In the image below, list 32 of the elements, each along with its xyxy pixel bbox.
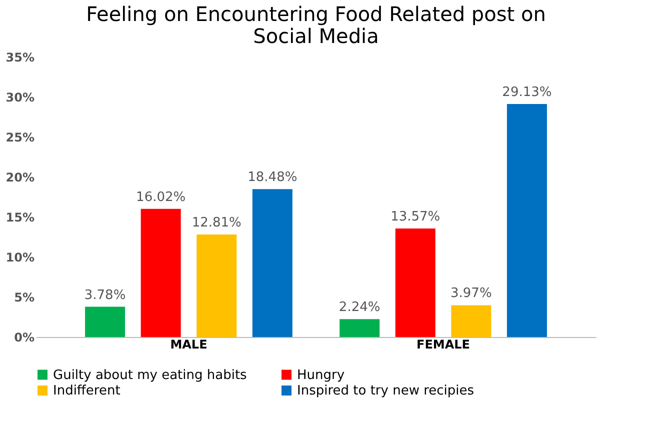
text: Feeling on Encountering Food Related post on (86, 2, 546, 26)
bar (340, 319, 380, 337)
bar (395, 228, 436, 337)
data-label: 3.97% (450, 286, 492, 302)
bar (506, 104, 547, 337)
y-tick-label: 30% (6, 90, 34, 104)
y-tick-label: 35% (6, 50, 34, 64)
y-tick-label: 5% (14, 290, 34, 304)
data-label: 18.48% (248, 170, 298, 186)
data-label: 13.57% (390, 209, 440, 224)
legend-label: Inspired to try new recipies (297, 384, 474, 398)
bar (196, 234, 237, 337)
data-label: 3.78% (84, 288, 126, 303)
data-label: 29.13% (502, 84, 552, 100)
legend-label: Guilty about my eating habits (53, 368, 248, 383)
legend-label: Hungry (297, 368, 345, 383)
x-tick-label: FEMALE (416, 338, 470, 352)
y-tick-label: 20% (6, 170, 34, 184)
text: Social Media (253, 24, 379, 48)
bar (451, 305, 492, 337)
bar (252, 189, 292, 337)
y-tick-label: 10% (6, 250, 34, 264)
bar (85, 306, 126, 337)
data-label: 12.81% (192, 216, 242, 231)
y-tick-label: 15% (6, 210, 34, 224)
data-label: 2.24% (338, 300, 380, 316)
legend-label: Indifferent (53, 384, 120, 398)
x-tick-label: MALE (170, 338, 208, 352)
y-tick-label: 25% (6, 130, 34, 144)
y-tick-label: 0% (14, 330, 34, 344)
data-label: 16.02% (136, 190, 186, 205)
bar (140, 208, 181, 337)
